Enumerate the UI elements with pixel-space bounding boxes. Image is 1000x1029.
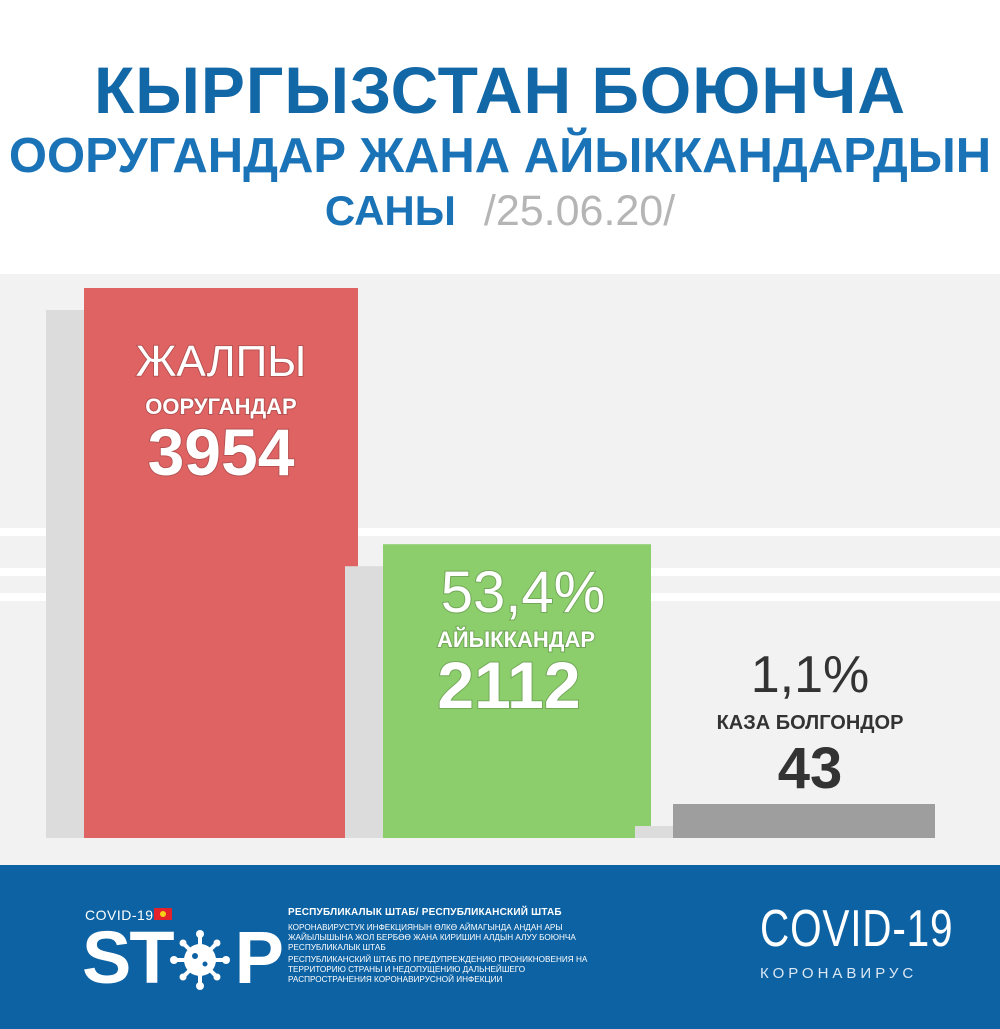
hq-title: РЕСПУБЛИКАЛЫК ШТАБ/ РЕСПУБЛИКАНСКИЙ ШТАБ	[288, 907, 562, 918]
background-stripe	[0, 528, 1000, 536]
covid-brand: COVID-19 КОРОНАВИРУС	[760, 900, 954, 982]
brand-name: COVID-19	[760, 900, 954, 958]
bar-shadow	[345, 566, 385, 838]
hq-text-russian: РЕСПУБЛИКАНСКИЙ ШТАБ ПО ПРЕДУПРЕЖДЕНИЮ П…	[288, 955, 588, 984]
title-block: КЫРГЫЗСТАН БОЮНЧА ООРУГАНДАР ЖАНА АЙЫККА…	[0, 0, 1000, 240]
bar-label: АЙЫККАНДАР	[437, 627, 595, 652]
bar-label: ООРУГАНДАР	[145, 394, 296, 419]
bar-value-label: 3954	[148, 415, 295, 489]
headquarters-info: РЕСПУБЛИКАЛЫК ШТАБ/ РЕСПУБЛИКАНСКИЙ ШТАБ…	[288, 907, 588, 987]
bar-value-label: 2112	[437, 648, 580, 722]
footer: COVID-19 ST P РЕСПУБЛИКАЛЫК ШТАБ/ РЕС	[0, 865, 1000, 1029]
logo-stop-st: ST	[82, 916, 175, 999]
report-date: /25.06.20/	[483, 187, 676, 235]
bar	[673, 804, 935, 838]
virus-icon	[170, 930, 230, 990]
bar-top-label: ЖАЛПЫ	[136, 337, 306, 386]
logo-covid-label: COVID-19	[85, 907, 154, 923]
bar-shadow	[46, 310, 86, 838]
bar-percent-label: 1,1%	[751, 646, 870, 704]
bar-value-label: 43	[778, 736, 843, 801]
title-line-1: КЫРГЫЗСТАН БОЮНЧА	[93, 53, 907, 127]
logo-stop-text: ST P	[82, 921, 284, 995]
brand-subtitle: КОРОНАВИРУС	[760, 965, 918, 982]
title-line-3: САНЫ/25.06.20/	[0, 187, 1000, 236]
bar-shadow	[635, 826, 675, 838]
bar	[84, 288, 358, 838]
bar-percent-label: 53,4%	[441, 560, 605, 625]
kyrgyz-flag-icon	[154, 908, 172, 920]
background-stripe	[0, 262, 1000, 272]
title-line-2: ООРУГАНДАР ЖАНА АЙЫККАНДАРДЫН	[8, 129, 992, 183]
title-word-saný: САНЫ	[324, 187, 456, 234]
stop-covid-logo: COVID-19 ST P	[82, 905, 284, 1005]
logo-stop-p: P	[234, 916, 284, 999]
bar-label: КАЗА БОЛГОНДОР	[717, 712, 904, 734]
hq-text-kyrgyz: КОРОНАВИРУСТУК ИНФЕКЦИЯНЫН ӨЛКӨ АЙМАГЫНД…	[288, 923, 576, 952]
bar	[383, 544, 651, 838]
